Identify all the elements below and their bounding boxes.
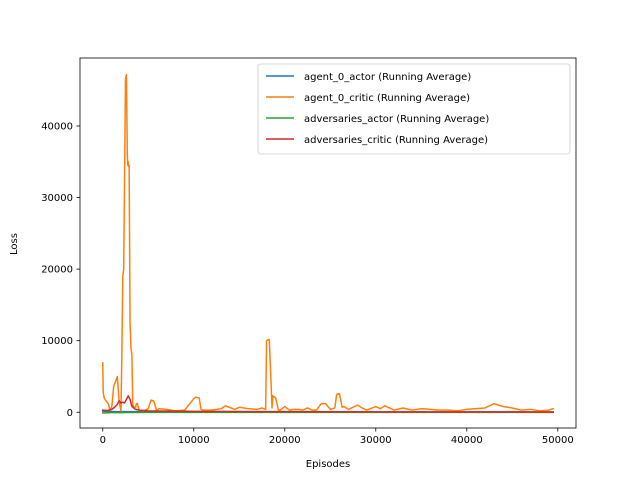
x-tick-label: 10000	[178, 435, 210, 446]
legend-label-2: adversaries_actor (Running Average)	[304, 114, 489, 125]
legend: agent_0_actor (Running Average) agent_0_c…	[257, 63, 571, 155]
x-tick-label: 30000	[360, 435, 392, 446]
y-axis-label: Loss	[9, 233, 20, 255]
series-line-1	[101, 73, 555, 412]
x-tick-label: 50000	[542, 435, 574, 446]
y-tick-label: 0	[67, 408, 73, 419]
axes-layer: 0 10000 20000 30000 40000 50000 0 10000 20000 300…	[41, 57, 577, 446]
legend-label-0: agent_0_actor (Running Average)	[304, 72, 471, 83]
legend-frame	[257, 63, 571, 155]
legend-label-3: adversaries_critic (Running Average)	[304, 135, 488, 146]
y-tick-label: 10000	[41, 336, 73, 347]
y-tick-label: 20000	[41, 265, 73, 276]
axes-frame	[79, 57, 577, 429]
x-tick-label: 40000	[451, 435, 483, 446]
x-tick-label: 20000	[269, 435, 301, 446]
legend-label-1: agent_0_critic (Running Average)	[304, 93, 470, 104]
series-line-3	[101, 395, 555, 413]
y-tick-label: 40000	[41, 121, 73, 132]
y-tick-label: 30000	[41, 193, 73, 204]
series-layer	[101, 73, 555, 414]
x-tick-label: 0	[100, 435, 106, 446]
x-axis-label: Episodes	[306, 459, 350, 470]
